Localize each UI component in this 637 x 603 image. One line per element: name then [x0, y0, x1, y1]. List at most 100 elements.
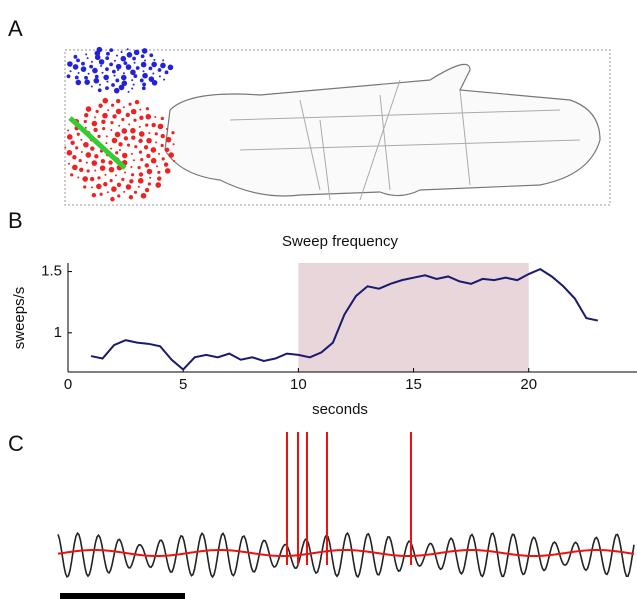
dot: [142, 72, 148, 79]
dot: [164, 70, 169, 75]
dot: [140, 54, 145, 59]
dot: [121, 80, 128, 87]
dot: [115, 78, 120, 83]
dot: [131, 135, 136, 140]
dot: [67, 129, 70, 132]
dot: [149, 176, 152, 179]
dot: [110, 120, 114, 125]
dot: [84, 126, 87, 129]
dot: [154, 132, 158, 136]
dot: [120, 50, 123, 53]
y-tick-label: 1: [54, 324, 62, 341]
dot: [114, 174, 117, 177]
dot: [105, 67, 109, 72]
dot: [138, 172, 144, 177]
dot: [164, 147, 170, 153]
dot: [79, 167, 84, 173]
dot: [123, 136, 129, 141]
dot: [100, 64, 103, 67]
dot: [80, 151, 83, 154]
dot: [96, 183, 102, 190]
x-tick-label: 20: [520, 376, 537, 393]
dot: [155, 141, 158, 144]
dot: [149, 53, 154, 58]
dot: [144, 163, 149, 168]
dot: [163, 162, 169, 167]
dot: [128, 195, 134, 200]
dot: [153, 58, 156, 61]
dot: [102, 97, 109, 104]
dot: [66, 74, 71, 79]
dot: [131, 79, 134, 82]
dot: [147, 182, 151, 186]
dot: [125, 64, 132, 70]
dot: [74, 75, 79, 80]
dot: [99, 192, 103, 196]
trace-panel: [57, 432, 635, 599]
dot: [140, 158, 144, 162]
dot: [158, 75, 161, 78]
dot: [120, 55, 127, 62]
dot: [112, 114, 117, 119]
dot: [95, 109, 99, 113]
dot: [91, 160, 98, 166]
dot: [110, 147, 113, 150]
dot: [137, 166, 141, 170]
dot: [121, 128, 128, 134]
dot: [80, 66, 87, 72]
dot: [156, 165, 159, 168]
dot: [98, 103, 103, 108]
dot: [83, 119, 87, 124]
dot: [67, 162, 70, 165]
x-tick-label: 5: [179, 376, 187, 393]
dot: [114, 131, 121, 138]
panel-label: A: [8, 16, 23, 41]
dot: [94, 74, 99, 79]
dot: [121, 117, 125, 122]
dot: [122, 106, 125, 109]
dot: [151, 61, 157, 68]
trace: [57, 531, 635, 579]
dot: [139, 78, 144, 83]
dot: [119, 149, 121, 151]
dot: [115, 98, 121, 104]
dot: [116, 182, 122, 188]
dot: [126, 143, 131, 147]
dot: [85, 152, 92, 158]
dot: [69, 70, 72, 73]
dot: [130, 108, 137, 115]
dot: [142, 70, 145, 73]
dot: [151, 122, 156, 128]
dot: [133, 74, 138, 78]
dot: [133, 118, 137, 122]
dot: [128, 123, 131, 126]
dot: [115, 151, 119, 155]
dot: [117, 69, 119, 71]
dot: [85, 161, 88, 164]
dot: [121, 177, 125, 181]
dot: [94, 169, 97, 172]
dot: [73, 54, 78, 59]
dot: [64, 146, 67, 149]
dot: [168, 152, 174, 158]
dot: [84, 113, 89, 118]
dot: [98, 83, 101, 86]
dot: [165, 136, 172, 143]
dot: [144, 187, 150, 193]
panel-label: B: [8, 208, 23, 233]
dot: [109, 62, 113, 67]
dot: [162, 59, 165, 62]
dot: [139, 115, 144, 120]
dot: [86, 57, 89, 60]
dot: [113, 87, 120, 94]
dot: [108, 160, 113, 165]
dot: [122, 72, 125, 75]
green-line: [68, 116, 127, 170]
dot: [82, 176, 88, 182]
dot: [123, 61, 128, 65]
dot: [93, 127, 98, 133]
dot: [115, 63, 122, 70]
dot: [92, 67, 98, 74]
dot: [115, 108, 122, 115]
